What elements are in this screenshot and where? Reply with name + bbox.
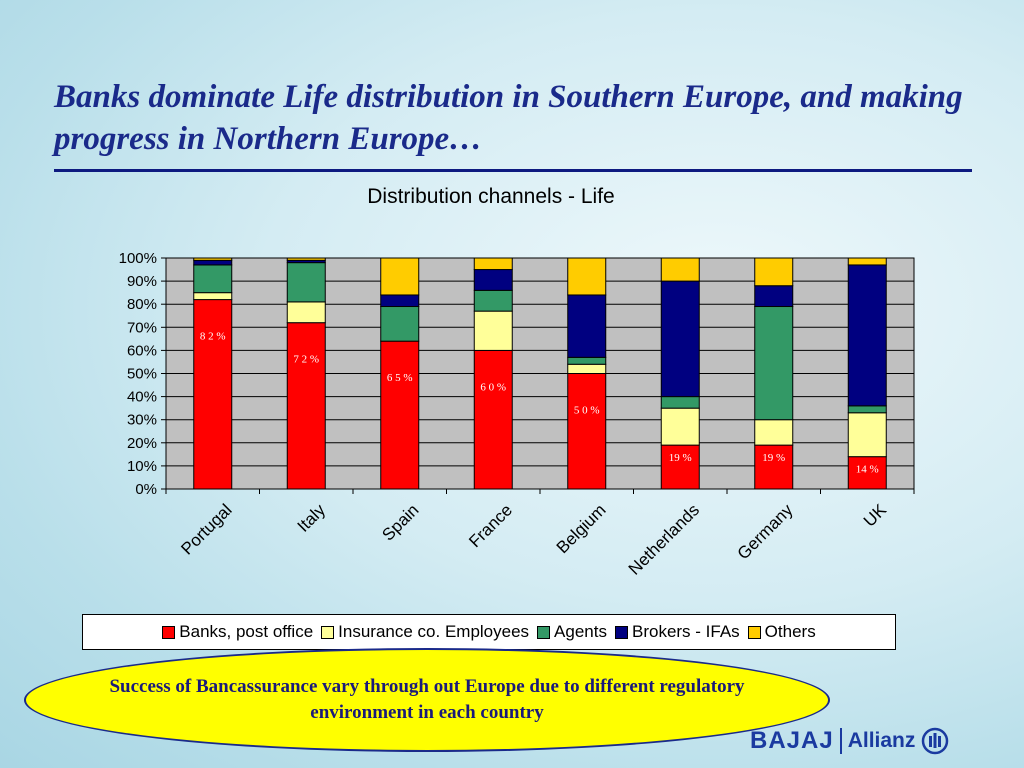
bar-segment xyxy=(567,356,607,365)
legend-label: Banks, post office xyxy=(179,622,314,641)
bar-segment xyxy=(193,292,233,301)
bar-segment xyxy=(473,289,513,312)
legend-item: Brokers - IFAs xyxy=(614,622,740,642)
legend-label: Brokers - IFAs xyxy=(631,622,740,641)
title-divider xyxy=(54,169,972,172)
chart-title: Distribution channels - Life xyxy=(367,185,614,208)
bar-segment xyxy=(193,264,233,294)
x-category-label: Portugal xyxy=(177,500,235,558)
y-tick-label: 50% xyxy=(127,366,157,383)
bar-segment xyxy=(660,280,700,398)
y-tick-label: 70% xyxy=(127,319,157,336)
callout-text: Success of Bancassurance vary through ou… xyxy=(109,676,745,723)
y-tick-label: 20% xyxy=(127,435,157,452)
callout-ellipse: Success of Bancassurance vary through ou… xyxy=(24,648,830,752)
bar-segment xyxy=(754,419,794,446)
y-tick-label: 40% xyxy=(127,389,157,406)
x-category-label: Netherlands xyxy=(625,500,703,578)
bar-segment xyxy=(380,340,420,490)
logo-allianz-text: Allianz xyxy=(847,729,916,752)
bar-segment xyxy=(847,412,887,458)
data-label: 19 % xyxy=(762,452,785,464)
bar-segment xyxy=(847,257,887,266)
y-tick-label: 80% xyxy=(127,296,157,313)
bar-segment xyxy=(847,264,887,407)
bar-segment xyxy=(473,310,513,351)
bar-segment xyxy=(847,456,887,490)
bar-segment xyxy=(473,257,513,271)
x-category-label: Spain xyxy=(378,500,422,544)
data-label: 8 2 % xyxy=(200,331,226,343)
allianz-eagle-icon xyxy=(922,727,949,755)
x-category-label: UK xyxy=(860,500,891,531)
legend-item: Others xyxy=(747,622,816,642)
brand-logo: BAJAJ Allianz xyxy=(750,724,949,758)
x-category-label: France xyxy=(465,500,516,551)
bar-segment xyxy=(193,257,233,261)
data-label: 6 0 % xyxy=(480,381,506,393)
bar-segment xyxy=(286,301,326,324)
data-label: 19 % xyxy=(669,452,692,464)
bar-segment xyxy=(286,257,326,261)
y-tick-label: 60% xyxy=(127,342,157,359)
logo-separator xyxy=(839,728,842,754)
bar-segment xyxy=(660,396,700,409)
data-label: 14 % xyxy=(856,464,879,476)
bar-segment xyxy=(754,257,794,287)
bar-segment xyxy=(660,257,700,282)
bar-segment xyxy=(473,269,513,291)
legend-swatch xyxy=(614,625,628,639)
bar-segment xyxy=(754,285,794,308)
bar-segment xyxy=(380,294,420,308)
x-category-label: Germany xyxy=(734,500,797,563)
bar-segment xyxy=(660,407,700,446)
legend-item: Banks, post office xyxy=(162,622,313,642)
y-tick-label: 30% xyxy=(127,412,157,429)
bar-segment xyxy=(847,405,887,414)
bar-segment xyxy=(380,306,420,342)
bar-segment xyxy=(380,257,420,296)
x-category-label: Italy xyxy=(294,500,330,536)
bar-segment xyxy=(286,262,326,303)
bar-segment xyxy=(286,322,326,490)
y-tick-label: 90% xyxy=(127,273,157,290)
bar-segment xyxy=(567,257,607,296)
y-tick-label: 10% xyxy=(127,458,157,475)
bar-segment xyxy=(567,294,607,358)
bar-segment xyxy=(567,363,607,375)
legend-swatch xyxy=(537,625,551,639)
bar-segment xyxy=(660,444,700,490)
bar-segment xyxy=(193,259,233,266)
bar-segment xyxy=(754,306,794,421)
legend-swatch xyxy=(162,625,176,639)
legend-swatch xyxy=(747,625,761,639)
legend-swatch xyxy=(321,625,335,639)
data-label: 6 5 % xyxy=(387,372,413,384)
legend-label: Agents xyxy=(554,622,607,641)
data-label: 7 2 % xyxy=(293,354,319,366)
chart-legend: Banks, post office Insurance co. Employee… xyxy=(82,614,896,650)
x-category-label: Belgium xyxy=(553,500,610,557)
bar-segment xyxy=(567,373,607,490)
data-label: 5 0 % xyxy=(574,405,600,417)
slide-title: Banks dominate Life distribution in Sout… xyxy=(54,79,963,157)
logo-bajaj-text: BAJAJ xyxy=(750,727,834,754)
y-tick-label: 0% xyxy=(135,481,157,498)
legend-item: Insurance co. Employees xyxy=(321,622,529,642)
bar-segment xyxy=(473,349,513,490)
legend-label: Others xyxy=(764,622,816,641)
bar-segment xyxy=(193,299,233,490)
legend-label: Insurance co. Employees xyxy=(338,622,530,641)
y-tick-label: 100% xyxy=(119,250,157,267)
legend-item: Agents xyxy=(537,622,607,642)
